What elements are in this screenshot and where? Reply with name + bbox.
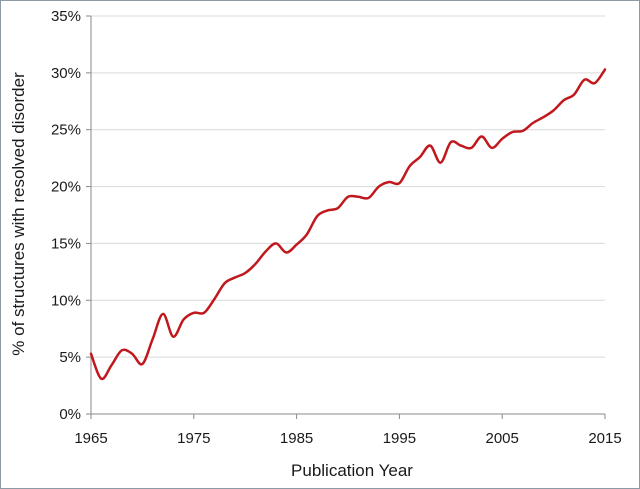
series-layer: [89, 68, 607, 381]
x-tick-label: 1995: [383, 430, 416, 447]
data-point: [244, 272, 246, 274]
x-tick-label: 1965: [74, 430, 107, 447]
x-tick-label: 2005: [486, 430, 519, 447]
data-point: [90, 353, 92, 355]
y-tick-label: 10%: [51, 292, 81, 309]
data-point: [337, 207, 339, 209]
data-point: [594, 82, 596, 84]
y-axis-tick-labels: 0% 5% 10% 15% 20% 25% 30% 35%: [51, 8, 81, 423]
y-tick-label: 5%: [59, 349, 81, 366]
data-point: [182, 318, 184, 320]
data-point: [480, 135, 482, 137]
data-point: [408, 165, 410, 167]
data-point: [357, 196, 359, 198]
data-point: [131, 353, 133, 355]
data-point: [285, 251, 287, 253]
data-point: [604, 68, 606, 70]
series-line: [89, 68, 607, 381]
data-point: [306, 233, 308, 235]
data-point: [347, 196, 349, 198]
data-point: [213, 298, 215, 300]
y-axis-title: % of structures with resolved disorder: [9, 72, 28, 356]
data-point: [141, 363, 143, 365]
data-point: [316, 215, 318, 217]
data-point: [275, 242, 277, 244]
data-point: [552, 109, 554, 111]
data-point: [234, 276, 236, 278]
data-point: [563, 99, 565, 101]
data-point: [532, 122, 534, 124]
data-point: [172, 335, 174, 337]
data-point: [388, 181, 390, 183]
data-point: [398, 182, 400, 184]
y-tick-label: 35%: [51, 8, 81, 25]
y-tick-label: 25%: [51, 122, 81, 139]
y-tick-label: 20%: [51, 179, 81, 196]
data-point: [450, 141, 452, 143]
data-point: [367, 197, 369, 199]
data-point: [491, 147, 493, 149]
data-point: [295, 243, 297, 245]
data-point: [151, 338, 153, 340]
data-point: [460, 144, 462, 146]
data-point: [265, 250, 267, 252]
x-tick-label: 2015: [588, 430, 621, 447]
data-point: [110, 364, 112, 366]
data-point: [378, 185, 380, 187]
data-point: [470, 147, 472, 149]
data-point: [100, 378, 102, 380]
data-point: [522, 130, 524, 132]
x-tick-label: 1985: [280, 430, 313, 447]
data-point: [542, 116, 544, 118]
x-tick-label: 1975: [177, 430, 210, 447]
gridlines: [91, 15, 605, 358]
x-axis-title: Publication Year: [291, 461, 413, 480]
data-point: [429, 144, 431, 146]
data-point: [583, 78, 585, 80]
data-point: [573, 93, 575, 95]
data-point: [193, 312, 195, 314]
data-point: [501, 138, 503, 140]
data-point: [203, 312, 205, 314]
axes: [86, 15, 606, 419]
data-point: [223, 282, 225, 284]
y-tick-label: 30%: [51, 65, 81, 82]
data-point: [439, 161, 441, 163]
data-point: [419, 156, 421, 158]
y-tick-label: 0%: [59, 406, 81, 423]
data-point: [326, 209, 328, 211]
data-point: [162, 313, 164, 315]
x-axis-tick-labels: 1965 1975 1985 1995 2005 2015: [74, 430, 621, 447]
data-point: [511, 131, 513, 133]
data-point: [121, 349, 123, 351]
y-tick-label: 15%: [51, 235, 81, 252]
data-point: [254, 263, 256, 265]
